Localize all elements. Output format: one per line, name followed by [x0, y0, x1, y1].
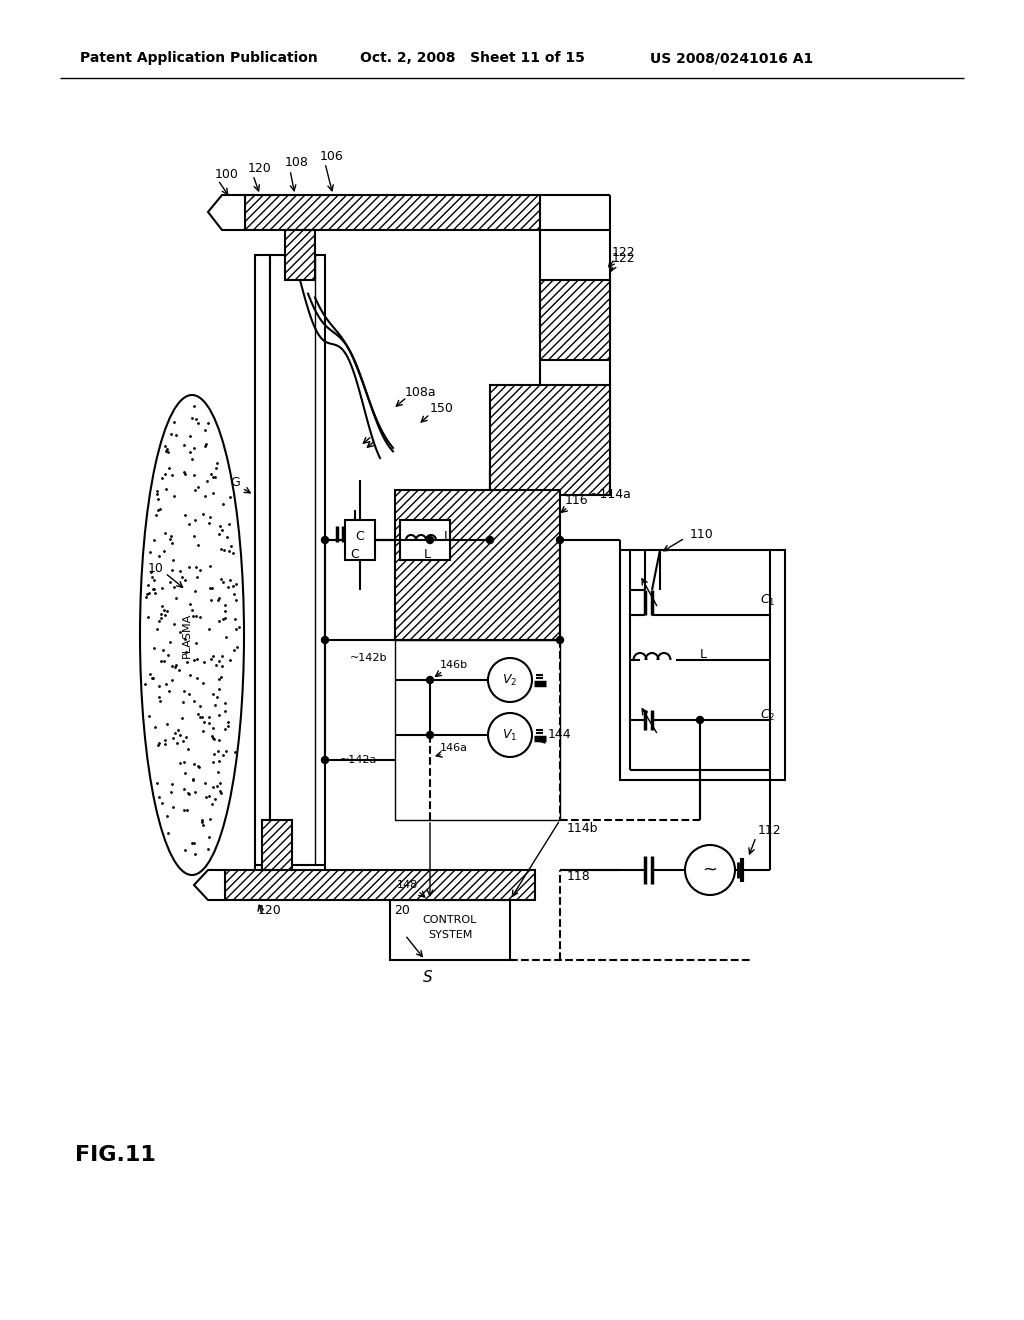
Bar	[270, 255, 325, 865]
Text: C: C	[350, 549, 359, 561]
Circle shape	[322, 636, 329, 644]
Text: 150: 150	[430, 401, 454, 414]
Bar	[395, 640, 560, 820]
Text: CONTROL: CONTROL	[423, 915, 477, 925]
Text: 118: 118	[567, 870, 591, 883]
Bar	[400, 520, 450, 560]
Circle shape	[488, 713, 532, 756]
Circle shape	[322, 536, 329, 544]
Circle shape	[696, 717, 703, 723]
Bar	[395, 490, 560, 640]
Text: SYSTEM: SYSTEM	[428, 931, 472, 940]
Text: 122: 122	[612, 252, 636, 264]
Text: G: G	[230, 477, 240, 490]
Circle shape	[427, 676, 433, 684]
Bar	[390, 900, 510, 960]
Text: L: L	[700, 648, 707, 661]
Circle shape	[556, 636, 563, 644]
Text: 108: 108	[285, 157, 309, 169]
Text: US 2008/0241016 A1: US 2008/0241016 A1	[650, 51, 813, 65]
Text: C: C	[355, 531, 365, 544]
Ellipse shape	[140, 395, 244, 875]
Text: L: L	[443, 531, 451, 544]
Text: 20: 20	[394, 903, 410, 916]
Text: PLASMA: PLASMA	[182, 612, 193, 657]
Polygon shape	[194, 870, 225, 900]
Text: 110: 110	[690, 528, 714, 541]
Bar	[225, 870, 535, 900]
Text: $V_1$: $V_1$	[503, 727, 518, 743]
Text: 148: 148	[396, 880, 418, 890]
Text: Oct. 2, 2008   Sheet 11 of 15: Oct. 2, 2008 Sheet 11 of 15	[360, 51, 585, 65]
Bar	[540, 280, 610, 360]
Text: 106: 106	[319, 150, 344, 164]
Text: ~142a: ~142a	[340, 755, 378, 766]
Text: 122: 122	[612, 246, 636, 259]
Text: 112: 112	[758, 824, 781, 837]
Text: Patent Application Publication: Patent Application Publication	[80, 51, 317, 65]
Circle shape	[322, 756, 329, 763]
Text: 114b: 114b	[567, 821, 598, 834]
Text: FIG.11: FIG.11	[75, 1144, 156, 1166]
Text: $C_2$: $C_2$	[760, 708, 775, 722]
Text: $C_1$: $C_1$	[760, 593, 775, 607]
Circle shape	[556, 536, 563, 544]
Text: ~142b: ~142b	[350, 653, 387, 663]
Text: ~: ~	[702, 861, 718, 879]
Bar	[345, 520, 375, 560]
Text: 146b: 146b	[440, 660, 468, 671]
Text: 120: 120	[258, 903, 282, 916]
Circle shape	[488, 657, 532, 702]
Bar	[245, 195, 540, 230]
Bar	[262, 820, 292, 870]
Text: 120: 120	[248, 161, 271, 174]
Bar	[285, 230, 315, 280]
Circle shape	[427, 536, 433, 544]
Text: ~114a: ~114a	[590, 488, 632, 502]
Text: 100: 100	[215, 168, 239, 181]
Text: 144: 144	[548, 729, 571, 742]
Text: L: L	[424, 549, 430, 561]
Text: 108a: 108a	[406, 385, 436, 399]
Text: 10: 10	[148, 561, 164, 574]
Text: $V_2$: $V_2$	[503, 672, 517, 688]
Bar	[490, 385, 610, 495]
Text: S: S	[423, 970, 433, 986]
Text: 116: 116	[565, 494, 589, 507]
Bar	[620, 550, 785, 780]
Circle shape	[427, 731, 433, 738]
Polygon shape	[208, 195, 245, 230]
Circle shape	[486, 536, 494, 544]
Bar	[255, 255, 270, 865]
Circle shape	[685, 845, 735, 895]
Text: 146a: 146a	[440, 743, 468, 752]
